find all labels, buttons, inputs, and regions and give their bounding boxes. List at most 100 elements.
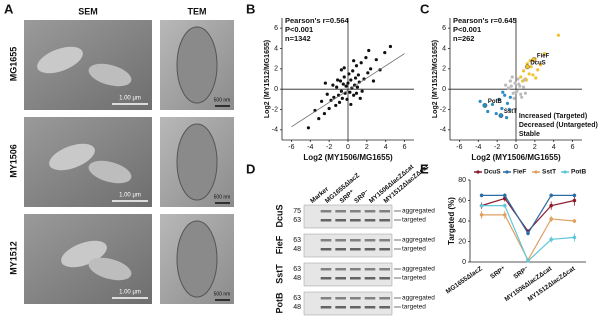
data-point — [505, 101, 510, 105]
band — [364, 297, 376, 300]
data-point — [572, 193, 577, 198]
labeled-point — [524, 64, 530, 70]
data-point — [511, 91, 515, 95]
data-point — [366, 71, 370, 75]
annotation: n=1342 — [285, 34, 311, 43]
point-label: SstT — [504, 109, 517, 115]
data-point — [369, 67, 373, 71]
cell — [88, 160, 132, 184]
panel-label: C — [420, 1, 430, 16]
data-point — [572, 219, 577, 223]
band — [335, 210, 346, 213]
band — [350, 219, 361, 222]
data-point — [338, 79, 343, 83]
data-point — [342, 75, 346, 79]
sem-image — [24, 117, 152, 207]
x-tick-label: -2 — [494, 144, 500, 151]
band — [364, 277, 376, 280]
data-point — [549, 217, 553, 221]
data-point — [329, 98, 333, 102]
row-label: MY1506 — [8, 144, 18, 178]
band — [335, 268, 346, 271]
x-tick-label: 6 — [403, 144, 407, 151]
band — [364, 219, 376, 222]
legend-marker — [563, 170, 567, 174]
y-tick-label: 0 — [442, 86, 446, 93]
y-tick-label: 6 — [442, 25, 446, 32]
y-tick-label: 4 — [442, 45, 446, 52]
data-point — [325, 92, 329, 96]
annotation: n=262 — [453, 34, 474, 43]
band — [335, 277, 346, 280]
data-point — [479, 203, 484, 208]
protein-label: SstT — [274, 264, 284, 284]
data-point — [513, 81, 517, 85]
band — [364, 306, 376, 309]
data-point — [349, 102, 353, 107]
marker-size: 63 — [293, 295, 301, 302]
scale-label: 1.00 μm — [119, 96, 141, 102]
data-point — [320, 99, 324, 103]
x-tick-label: MG1655ΔlacZ — [445, 265, 484, 295]
x-tick-label: 4 — [552, 144, 556, 151]
y-tick-label: 20 — [458, 238, 466, 245]
data-point — [503, 203, 507, 208]
data-point — [536, 68, 540, 72]
y-tick-label: -4 — [440, 127, 446, 134]
data-point — [519, 92, 523, 96]
band — [335, 306, 346, 309]
data-point — [510, 75, 514, 79]
data-point — [479, 193, 484, 198]
data-point — [507, 107, 511, 112]
legend-entry: Decreased (Untargeted) — [519, 122, 598, 129]
point-label: FieF — [537, 53, 550, 59]
data-point — [339, 89, 343, 93]
data-point — [514, 90, 518, 94]
band — [350, 297, 361, 300]
data-point — [479, 213, 484, 217]
data-point — [516, 77, 520, 81]
data-point — [336, 78, 340, 82]
data-point — [353, 76, 358, 80]
annotation: Pearson's r=0.564 — [285, 16, 350, 25]
x-tick-label: -2 — [326, 144, 332, 151]
annotation: P<0.001 — [285, 25, 313, 34]
band — [335, 248, 346, 251]
data-point — [335, 85, 339, 89]
data-point — [354, 91, 359, 95]
column-header: TEM — [188, 6, 207, 16]
x-tick-label: -4 — [475, 144, 481, 151]
scale-label: 500 nm — [214, 194, 231, 200]
y-tick-label: 0 — [462, 259, 466, 266]
band — [364, 210, 376, 213]
data-point — [526, 259, 530, 263]
data-point — [354, 64, 359, 68]
data-point — [348, 90, 352, 94]
y-axis-label: Log2 (MY1512/MG1655) — [264, 40, 271, 118]
y-tick-label: -2 — [272, 106, 278, 113]
y-tick-label: 6 — [274, 25, 278, 32]
data-point — [531, 73, 535, 77]
labeled-point — [482, 103, 488, 108]
data-point — [371, 79, 376, 83]
data-point — [504, 83, 508, 87]
data-point — [497, 97, 501, 101]
x-tick-label: 6 — [571, 144, 575, 151]
data-point — [345, 97, 349, 101]
band — [350, 239, 361, 242]
band — [320, 297, 332, 300]
band — [364, 239, 376, 242]
band — [320, 248, 332, 251]
band — [320, 219, 332, 222]
data-point — [519, 75, 523, 79]
row-label: MG1655 — [8, 47, 18, 82]
band — [379, 210, 390, 213]
band — [350, 268, 361, 271]
y-tick-label: -2 — [440, 106, 446, 113]
data-point — [351, 69, 355, 73]
y-tick-label: 40 — [458, 218, 466, 225]
data-point — [503, 93, 507, 97]
row-label: MY1512 — [8, 241, 18, 275]
marker-size: 48 — [293, 304, 301, 311]
band — [335, 239, 346, 242]
